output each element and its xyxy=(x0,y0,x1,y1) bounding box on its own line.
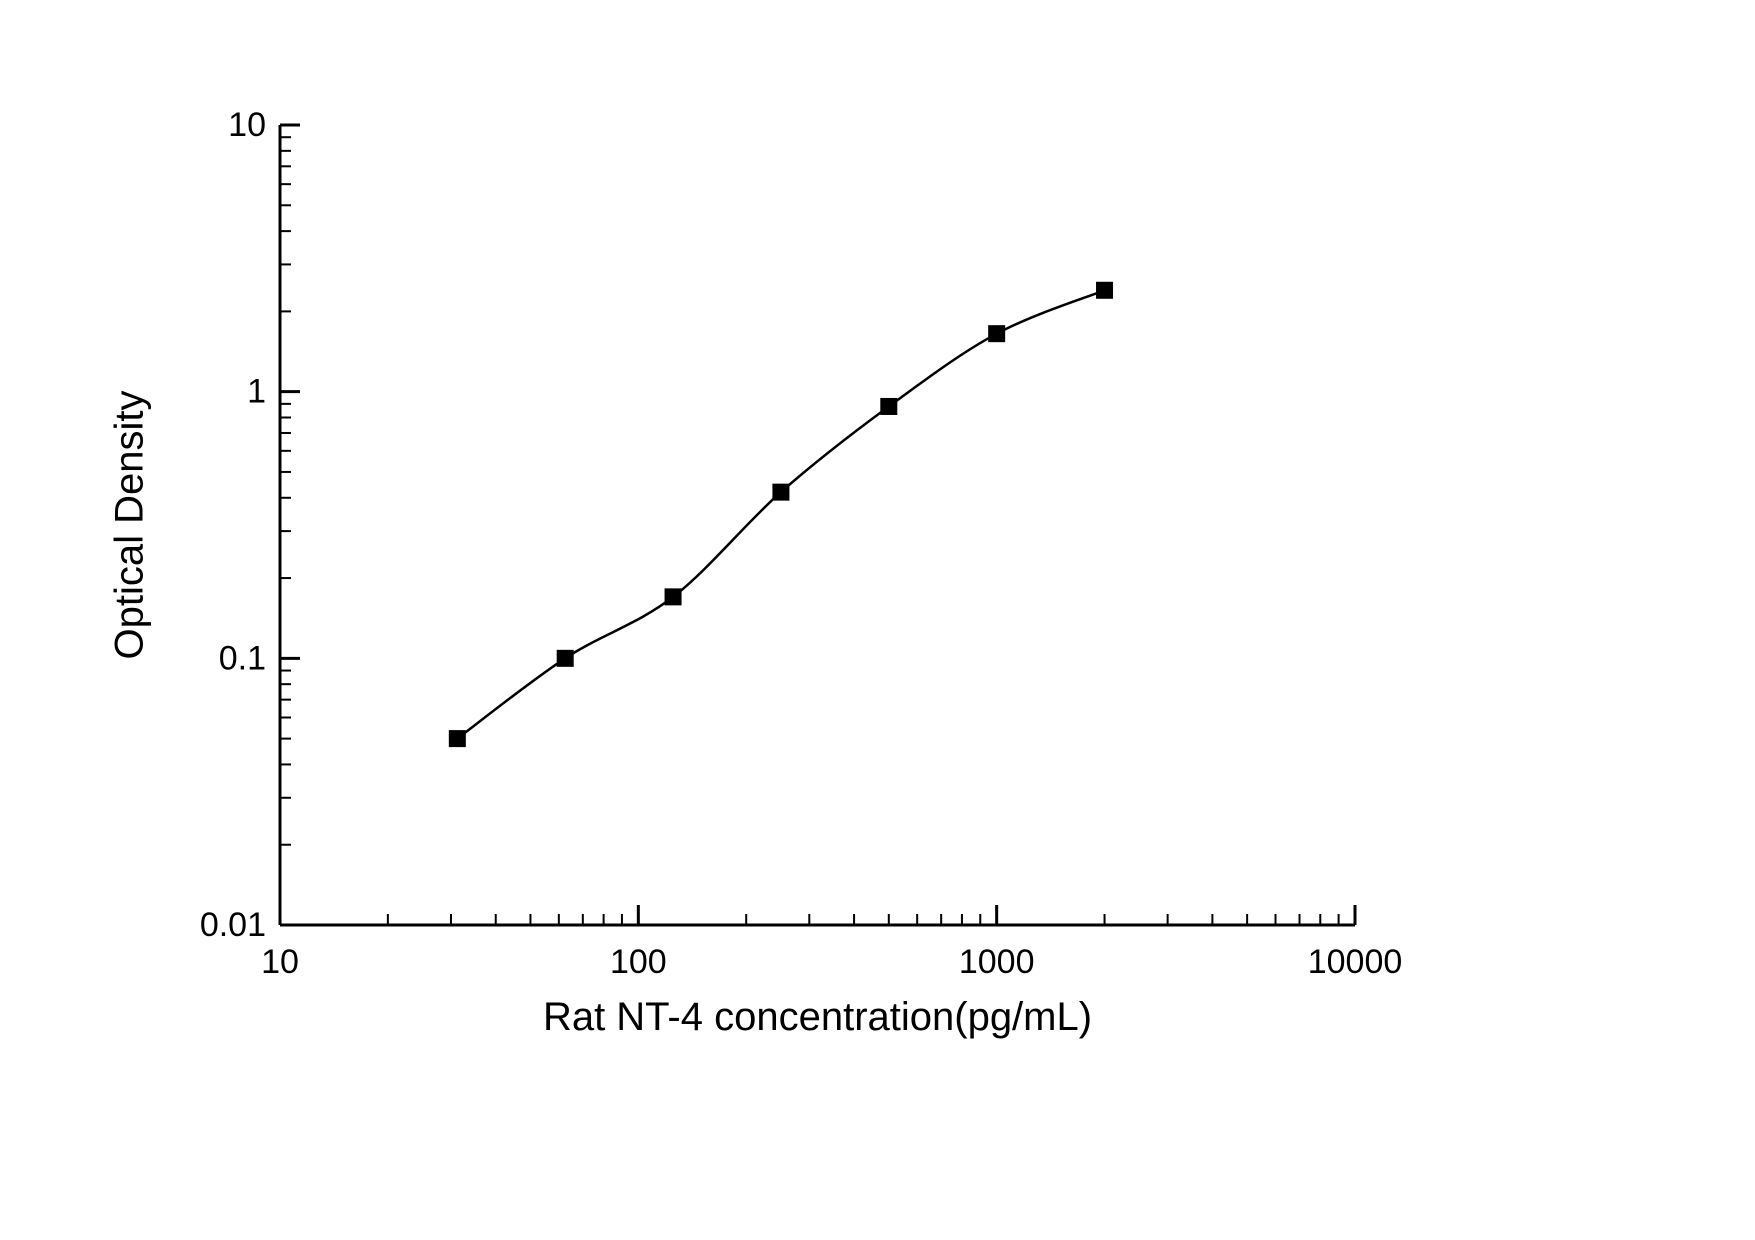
y-axis-title: Optical Density xyxy=(107,390,152,660)
y-tick-label: 0.01 xyxy=(200,906,266,944)
x-tick-label: 10 xyxy=(261,943,299,981)
data-point-marker xyxy=(880,397,898,415)
data-point-marker xyxy=(664,588,682,606)
data-point-marker xyxy=(556,649,574,667)
data-point-marker xyxy=(448,730,466,748)
x-axis-title: Rat NT-4 concentration(pg/mL) xyxy=(542,995,1093,1039)
y-tick-label: 0.1 xyxy=(219,639,266,677)
data-point-marker xyxy=(772,483,790,501)
x-tick-label: 1000 xyxy=(959,943,1035,981)
standard-curve-line xyxy=(456,289,1105,740)
x-tick-label: 10000 xyxy=(1308,943,1403,981)
data-point-marker xyxy=(988,325,1006,343)
data-point-marker xyxy=(1096,281,1114,299)
y-tick-label: 1 xyxy=(247,373,266,411)
y-tick-label: 10 xyxy=(228,106,266,144)
x-tick-label: 100 xyxy=(610,943,667,981)
